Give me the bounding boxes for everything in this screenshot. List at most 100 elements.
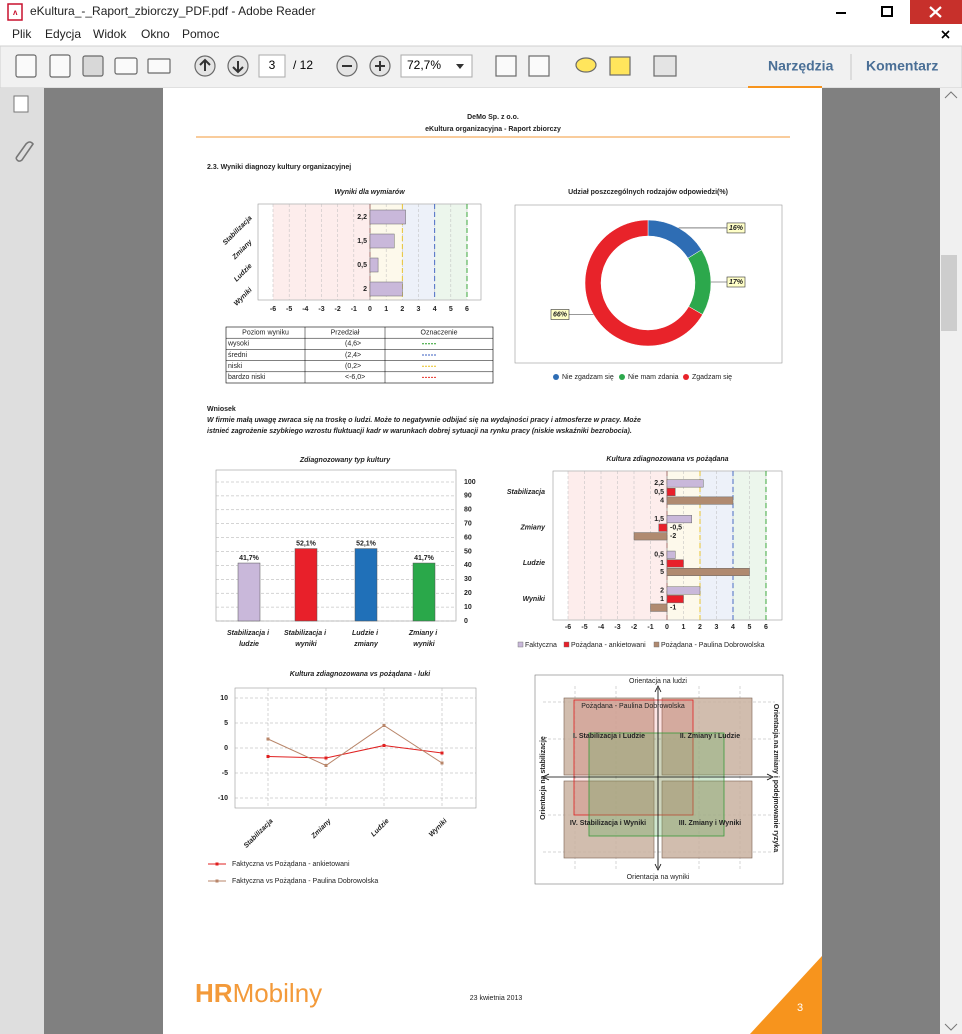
axis-label: Orientacja na stabilizację: [540, 736, 547, 820]
x-tick-label: -3: [318, 306, 324, 313]
conclusion-text: istnieć zagrożenie szybkiego wzrostu flu…: [207, 428, 632, 435]
quadrant-label: I. Stabilizacja i Ludzie: [573, 733, 645, 740]
fit-width-button[interactable]: [528, 55, 550, 77]
close-glyph: [929, 6, 942, 18]
value-label: -2: [670, 533, 676, 540]
legend-label: Pożądana - Paulina Dobrowolska: [661, 642, 765, 649]
bar: [666, 595, 684, 604]
label-line: wyniki: [413, 641, 435, 648]
quadrant-label: IV. Stabilizacja i Wyniki: [570, 820, 646, 827]
axis-label: Orientacja na zmiany i podejmowanie ryzy…: [772, 704, 779, 852]
y-tick-label: 50: [464, 548, 472, 555]
point-marker: [382, 744, 386, 747]
bar: [369, 257, 379, 273]
table-cell: <-6,0>: [345, 374, 365, 381]
quadrant-area: [563, 780, 655, 859]
legend-label: Nie zgadzam się: [562, 374, 614, 381]
zoom-input[interactable]: [400, 54, 473, 78]
logo: HRMobilny: [195, 978, 322, 1008]
save-button[interactable]: [82, 55, 104, 77]
legend-label: Pożądana - ankietowani: [571, 642, 646, 649]
close-document[interactable]: [941, 30, 950, 39]
quadrant-area: [563, 697, 655, 776]
maximize-glyph: [881, 6, 893, 17]
comment-button[interactable]: [575, 57, 597, 73]
overlay-label: Pożądana - Paulina Dobrowolska: [581, 703, 685, 710]
label-line: zmiany: [353, 641, 379, 648]
x-tick-label: 6: [764, 624, 768, 631]
open-button[interactable]: [49, 54, 71, 78]
label-line: ludzie: [239, 641, 259, 648]
comment-pane-button[interactable]: Komentarz: [866, 58, 938, 74]
maximize-button[interactable]: [864, 0, 910, 24]
table-cell: wysoki: [227, 341, 249, 348]
quadrant-label: II. Zmiany i Ludzie: [680, 733, 740, 740]
axis-label: Orientacja na wyniki: [627, 874, 690, 881]
attachments-button[interactable]: [15, 141, 34, 162]
menu-item[interactable]: Widok: [93, 27, 127, 41]
x-tick-label: -1: [647, 624, 653, 631]
value-label: 41,7%: [239, 555, 260, 562]
chart-title: Zdiagnozowany typ kultury: [299, 457, 391, 464]
page-number: 3: [269, 58, 276, 72]
table-header: Poziom wyniku: [242, 329, 289, 336]
table-header: Oznaczenie: [421, 329, 458, 336]
actual-area: [588, 732, 725, 837]
value-label: -0,5: [670, 525, 682, 532]
quadrant-area: [661, 697, 753, 776]
value-label: 1,5: [654, 516, 664, 523]
zoom-dropdown[interactable]: [456, 64, 464, 69]
bar: [658, 523, 668, 532]
bar: [237, 562, 261, 622]
scroll-thumb[interactable]: [941, 255, 957, 331]
fit-page-button[interactable]: [495, 55, 517, 77]
label-box: [726, 222, 746, 234]
x-tick-label: -5: [286, 306, 292, 313]
legend-label: Faktyczna vs Pożądana - Paulina Dobrowol…: [232, 878, 378, 885]
bar: [666, 568, 750, 576]
x-tick-label: -6: [270, 306, 276, 313]
pages-panel-button[interactable]: [13, 95, 29, 113]
email-button[interactable]: [147, 58, 171, 74]
legend-marker: [517, 641, 524, 648]
quadrant-label: III. Zmiany i Wyniki: [679, 820, 742, 827]
scroll-up[interactable]: [944, 91, 958, 99]
scrollbar: [940, 88, 962, 1034]
chart-title: Kultura zdiagnozowana vs pożądana: [606, 456, 728, 463]
title-bar: [0, 0, 962, 24]
menu-item[interactable]: Plik: [12, 27, 32, 41]
highlight-button[interactable]: [609, 56, 631, 76]
menu-item[interactable]: Pomoc: [182, 27, 219, 41]
scroll-down[interactable]: [944, 1023, 958, 1031]
x-tick-label: Zmiany i wyniki: [408, 630, 439, 648]
level-table: [225, 326, 494, 384]
x-tick-label: -5: [581, 624, 587, 631]
series-line: [267, 724, 443, 767]
category-label: Ludzie: [523, 560, 545, 567]
bar: [666, 479, 704, 488]
x-tick-label: 2: [400, 306, 404, 313]
table-cell: (2,4>: [345, 352, 361, 359]
x-tick-label: 0: [368, 306, 372, 313]
category-label: Zmiany: [519, 525, 546, 532]
bar: [369, 209, 406, 225]
fullscreen-button[interactable]: [653, 55, 677, 77]
value-label: 2,2: [357, 214, 367, 221]
x-tick-label: 3: [417, 306, 421, 313]
page-input[interactable]: [258, 54, 286, 78]
menu-item[interactable]: Edycja: [45, 27, 81, 41]
create-button[interactable]: [15, 54, 37, 78]
doc-subtitle: eKultura organizacyjna - Raport zbiorczy: [425, 126, 561, 133]
menu-item[interactable]: Okno: [141, 27, 170, 41]
axes: [542, 685, 774, 871]
table-cell: bardzo niski: [228, 374, 266, 381]
tools-pane-button[interactable]: Narzędzia: [768, 58, 834, 74]
y-tick-label: 0: [224, 745, 228, 752]
print-button[interactable]: [114, 57, 138, 75]
legend-marker: [215, 879, 219, 883]
chart-title: Udział poszczególnych rodzajów odpowiedz…: [568, 189, 728, 196]
value-label: 17%: [729, 279, 744, 286]
label-box: [550, 309, 570, 320]
value-label: 2,2: [654, 480, 664, 487]
